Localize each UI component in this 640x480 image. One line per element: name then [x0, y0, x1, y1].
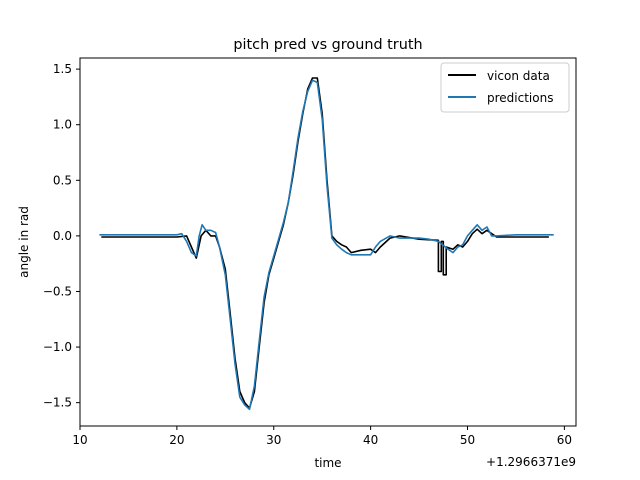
- plot-frame: [79, 57, 577, 427]
- y-tick-label: −1.0: [43, 340, 72, 354]
- y-axis-ticks: 1.5 1.0 0.5 0.0 −0.5 −1.0 −1.5: [43, 62, 80, 410]
- y-tick-label: 0.0: [53, 229, 72, 243]
- x-axis-label: time: [314, 456, 341, 470]
- y-tick-label: 0.5: [53, 173, 72, 187]
- legend-label-predictions: predictions: [487, 91, 553, 105]
- y-axis-label: angle in rad: [17, 206, 31, 278]
- x-tick-label: 60: [557, 433, 572, 447]
- series-line-predictions: [99, 79, 554, 411]
- y-tick-label: 1.5: [53, 62, 72, 76]
- x-tick-label: 20: [169, 433, 184, 447]
- x-axis-ticks: 10 20 30 40 50 60: [72, 426, 572, 447]
- y-tick-label: −1.5: [43, 396, 72, 410]
- x-tick-label: 40: [363, 433, 378, 447]
- x-tick-label: 10: [72, 433, 87, 447]
- legend: vicon data predictions: [440, 62, 570, 113]
- x-tick-label: 30: [266, 433, 281, 447]
- chart-title: pitch pred vs ground truth: [233, 37, 422, 53]
- y-tick-label: 1.0: [53, 118, 72, 132]
- series-layer: [99, 77, 554, 411]
- x-tick-label: 50: [460, 433, 475, 447]
- x-axis-offset-label: +1.2966371e9: [486, 455, 576, 469]
- y-tick-label: −0.5: [43, 284, 72, 298]
- legend-label-vicon-data: vicon data: [487, 69, 550, 83]
